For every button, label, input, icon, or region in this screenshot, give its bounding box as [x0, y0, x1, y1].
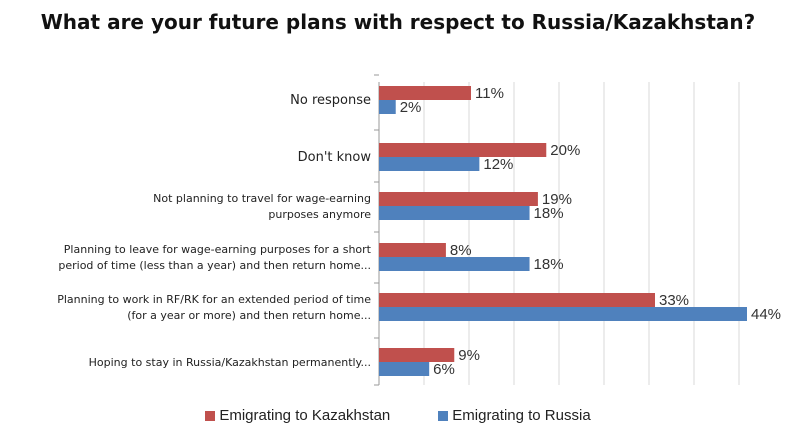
data-label: 18%: [534, 256, 564, 273]
legend-label: Emigrating to Kazakhstan: [219, 407, 391, 424]
category-label: period of time (less than a year) and th…: [58, 259, 371, 272]
bar-kazakhstan: [379, 293, 655, 307]
bar-russia: [379, 100, 396, 114]
chart-title: What are your future plans with respect …: [40, 10, 756, 34]
data-label: 19%: [542, 191, 572, 208]
data-label: 6%: [433, 361, 455, 378]
bar-kazakhstan: [379, 86, 471, 100]
category-label: Not planning to travel for wage-earning: [153, 192, 371, 205]
bar-kazakhstan: [379, 348, 455, 362]
legend-swatch: [205, 410, 216, 421]
bar-kazakhstan: [379, 143, 547, 157]
bar-russia: [379, 206, 530, 220]
bar-russia: [379, 307, 747, 321]
data-label: 8%: [450, 242, 472, 259]
legend: Emigrating to Kazakhstan Emigrating to Ru…: [0, 407, 796, 425]
gridlines: [374, 74, 740, 386]
category-label: (for a year or more) and then return hom…: [127, 309, 371, 322]
data-label: 2%: [400, 99, 422, 116]
bar-russia: [379, 157, 480, 171]
bars: [379, 86, 747, 376]
data-label: 12%: [483, 156, 513, 173]
data-label: 9%: [458, 347, 480, 364]
legend-label: Emigrating to Russia: [452, 407, 591, 424]
category-label: purposes anymore: [268, 208, 371, 221]
data-label: 18%: [534, 205, 564, 222]
legend-swatch: [438, 410, 449, 421]
category-label: No response: [290, 93, 371, 108]
category-label: Planning to leave for wage-earning purpo…: [64, 243, 372, 256]
bar-kazakhstan: [379, 243, 446, 257]
category-label: Don't know: [298, 150, 372, 165]
data-label: 44%: [751, 306, 781, 323]
data-label: 33%: [659, 292, 689, 309]
category-label: Hoping to stay in Russia/Kazakhstan perm…: [89, 356, 371, 369]
data-label: 20%: [550, 142, 580, 159]
bar-russia: [379, 362, 430, 376]
legend-item: Emigrating to Russia: [438, 407, 591, 424]
category-label: Planning to work in RF/RK for an extende…: [57, 293, 371, 306]
legend-item: Emigrating to Kazakhstan: [205, 407, 390, 424]
bar-russia: [379, 257, 530, 271]
bar-kazakhstan: [379, 192, 538, 206]
data-label: 11%: [475, 85, 504, 102]
